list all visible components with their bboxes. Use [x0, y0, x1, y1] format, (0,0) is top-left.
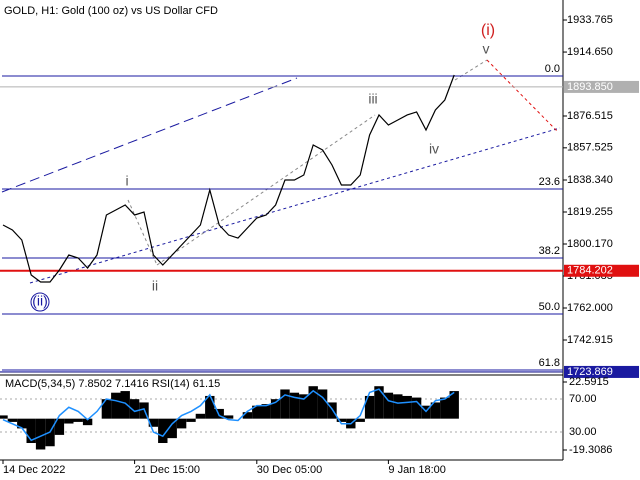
macd-bar [336, 418, 347, 422]
price-tag-box [564, 264, 639, 277]
chart-title: GOLD, H1: Gold (100 oz) vs US Dollar CFD [4, 5, 218, 17]
macd-bar [280, 389, 290, 419]
macd-bar [195, 413, 206, 419]
x-tick-label: 30 Dec 05:00 [257, 464, 322, 476]
wave-path [156, 114, 376, 266]
y-tick-label: 1800.170 [567, 238, 613, 250]
macd-bar [167, 418, 177, 439]
macd-bar [299, 394, 309, 419]
fib-label: 50.0 [539, 301, 560, 313]
macd-bar [7, 418, 18, 422]
macd-bar [129, 399, 140, 419]
wave-label: v [483, 41, 490, 57]
macd-bar [289, 392, 300, 419]
macd-bar [101, 399, 112, 419]
trend-line [29, 127, 561, 284]
x-tick-label: 14 Dec 2022 [3, 464, 65, 476]
macd-bar [383, 392, 394, 419]
macd-bar [186, 418, 196, 422]
macd-bar [364, 395, 375, 419]
macd-bar [82, 418, 93, 426]
macd-bar [26, 418, 36, 444]
y-tick-label: 1933.765 [567, 14, 613, 26]
macd-bar [252, 405, 262, 419]
channel-line [1, 77, 298, 193]
macd-bar [355, 418, 365, 422]
wave-label: ii [152, 278, 158, 294]
macd-bar [270, 399, 281, 419]
y2-tick-label: 70.00 [569, 393, 597, 405]
wave-label: (i) [481, 22, 495, 39]
macd-bar [449, 391, 459, 419]
macd-bar [120, 391, 130, 419]
macd-bar [261, 404, 271, 419]
wave-label: iv [429, 141, 439, 157]
macd-bar [402, 395, 412, 419]
y-tick-label: 1762.000 [567, 302, 613, 314]
y-tick-label: 1838.340 [567, 174, 613, 186]
macd-bar [430, 402, 441, 419]
macd-bar [223, 415, 234, 419]
price-tag-box [564, 80, 639, 93]
macd-bar [54, 418, 65, 435]
macd-bar [17, 418, 27, 429]
price-tag: 1784.202 [567, 265, 613, 277]
macd-bar [0, 415, 8, 419]
fib-label: 38.2 [539, 245, 560, 257]
macd-bar [317, 389, 328, 419]
y-tick-label: 1876.515 [567, 110, 613, 122]
price-tag-box [564, 365, 639, 378]
indicator-title: MACD(5,34,5) 7.8502 7.1416 RSI(14) 61.15 [5, 378, 220, 390]
wave-label: (ii) [32, 293, 48, 309]
macd-bar [73, 418, 83, 422]
macd-bar [35, 418, 46, 450]
macd-bar [327, 402, 337, 419]
macd-bar [411, 397, 422, 419]
y-tick-label: 1742.915 [567, 334, 613, 346]
macd-bar [148, 418, 159, 427]
macd-bar [374, 386, 384, 419]
fib-label: 61.8 [539, 357, 560, 369]
wave-projection-red [486, 59, 559, 133]
macd-bar [176, 418, 187, 429]
macd-bar [308, 386, 318, 419]
rsi-line [2, 388, 455, 442]
macd-bar [440, 397, 450, 419]
y-tick-label: -19.3086 [569, 444, 612, 456]
macd-bar [242, 412, 253, 419]
y2-tick-label: 30.00 [569, 426, 597, 438]
wave-circle [30, 292, 50, 312]
x-tick-label: 21 Dec 15:00 [135, 464, 200, 476]
wave-projection [454, 59, 488, 81]
y-tick-label: 1857.525 [567, 142, 613, 154]
macd-bar [64, 418, 74, 424]
price-tag: 1893.850 [567, 81, 613, 93]
y-tick-label: 1819.255 [567, 206, 613, 218]
macd-bar [393, 394, 403, 419]
fib-label: 0.0 [545, 63, 560, 75]
x-tick-label: 9 Jan 18:00 [388, 464, 446, 476]
wave-label: iii [368, 91, 377, 107]
y-tick-label: 22.5915 [569, 376, 609, 388]
macd-bar [111, 392, 121, 419]
fib-label: 23.6 [539, 176, 560, 188]
price-line-series [2, 74, 455, 283]
price-tag: 1723.869 [567, 366, 613, 378]
macd-bar [158, 418, 168, 444]
wave-label: i [125, 173, 128, 189]
y-tick-label: 1914.650 [567, 46, 613, 58]
macd-bar [205, 395, 215, 419]
